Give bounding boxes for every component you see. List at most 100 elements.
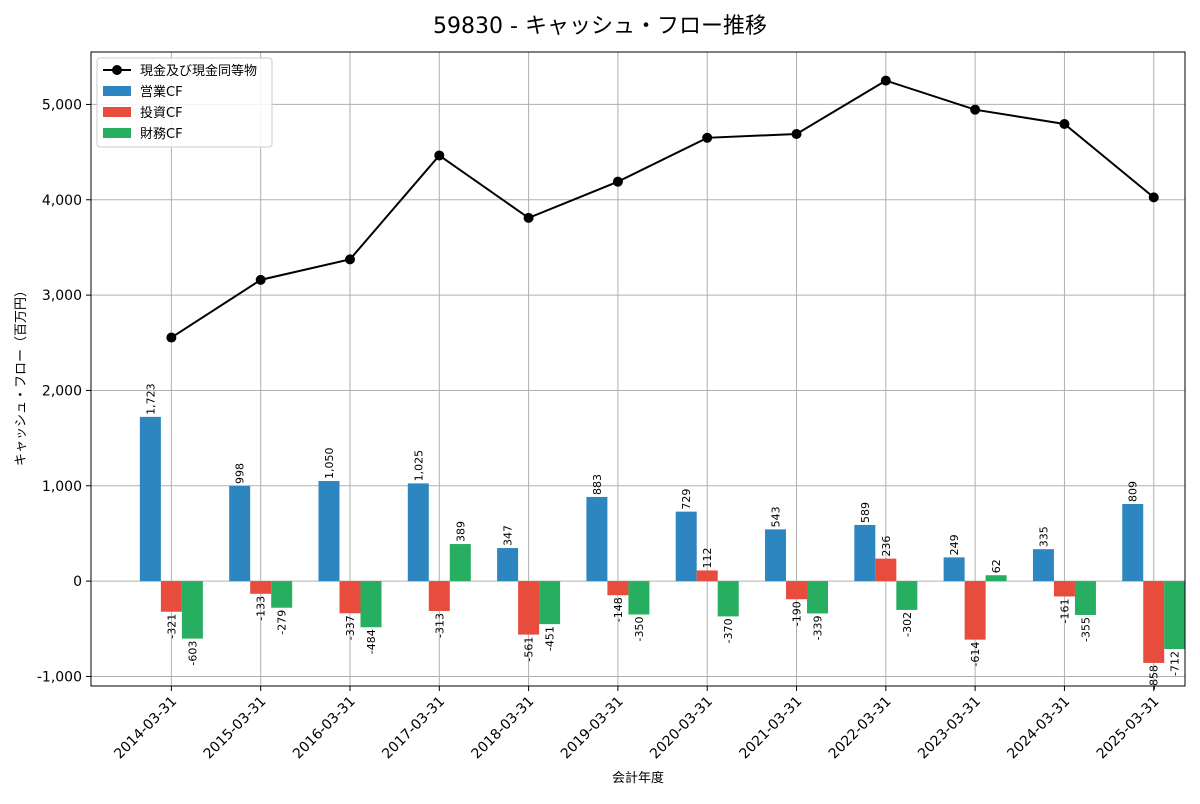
bar-data-label: 729 (680, 489, 693, 510)
bar-data-label: -484 (365, 629, 378, 654)
bar (896, 581, 918, 610)
line-marker (791, 128, 802, 139)
bar (318, 481, 340, 582)
bar (586, 496, 608, 582)
bar-data-label: -355 (1079, 617, 1092, 642)
bar-data-label: -190 (791, 601, 804, 626)
line-marker (612, 176, 623, 187)
bar-data-label: 389 (454, 521, 467, 542)
x-tick-label: 2025-03-31 (1094, 694, 1163, 763)
line-marker (702, 132, 713, 143)
bar (854, 524, 876, 582)
bar (339, 581, 361, 614)
bar-data-label: 998 (234, 463, 247, 484)
bar (875, 558, 897, 582)
x-tick-label: 2024-03-31 (1004, 694, 1073, 763)
legend-bar-swatch (103, 86, 131, 96)
bar-data-label: -712 (1169, 651, 1182, 676)
bar-data-label: -321 (165, 614, 178, 639)
x-tick-label: 2021-03-31 (736, 694, 805, 763)
bar (1032, 549, 1054, 582)
line-marker (970, 104, 981, 115)
y-tick-label: 3,000 (42, 288, 82, 304)
cash-line (170, 79, 1155, 339)
bar (139, 416, 161, 582)
grid-lines (91, 52, 1185, 686)
bar (717, 581, 739, 617)
x-tick-label: 2016-03-31 (290, 694, 359, 763)
bar-data-label: 335 (1037, 526, 1050, 547)
bar (1143, 581, 1165, 663)
bar-data-label: -302 (901, 612, 914, 637)
bar (943, 557, 965, 582)
bar (407, 483, 429, 582)
legend-bar-swatch (103, 128, 131, 138)
bar (765, 529, 787, 582)
bar (696, 570, 718, 582)
bar-data-label: 1,723 (144, 383, 157, 415)
bar (607, 581, 629, 596)
bar-data-label: -133 (255, 596, 268, 621)
y-axis: -1,000 0 1,000 2,000 3,000 4,000 5,000 (37, 97, 91, 685)
legend-label: 財務CF (140, 127, 183, 142)
line-marker (1148, 192, 1159, 203)
y-tick-label: 2,000 (42, 383, 82, 399)
bar (229, 485, 251, 582)
bar-data-label: -148 (612, 597, 625, 622)
bar-data-label: -161 (1058, 598, 1071, 623)
y-tick-label: 5,000 (42, 97, 82, 113)
y-tick-label: 1,000 (42, 479, 82, 495)
bar (271, 581, 293, 608)
legend-box (96, 57, 273, 148)
bar-data-label: -313 (433, 613, 446, 638)
bar-data-label: 1,025 (412, 450, 425, 482)
y-tick-label: 4,000 (42, 193, 82, 209)
bar (449, 544, 471, 582)
bar (250, 581, 272, 594)
bar-data-label: 112 (701, 547, 714, 568)
bar-data-label: 236 (880, 536, 893, 557)
bar (428, 581, 450, 611)
line-series (166, 75, 1159, 343)
line-marker (880, 75, 891, 86)
bar (1164, 581, 1186, 650)
line-marker (523, 212, 534, 223)
bar (539, 581, 561, 625)
bar-data-label: 589 (859, 502, 872, 523)
x-tick-label: 2023-03-31 (915, 694, 984, 763)
bar-data-label: -858 (1148, 665, 1161, 690)
legend-bar-swatch (103, 107, 131, 117)
chart-title: 59830 - キャッシュ・フロー推移 (433, 14, 767, 39)
bar-data-label: 1,050 (323, 448, 336, 480)
x-tick-label: 2020-03-31 (647, 694, 716, 763)
legend-line-marker (112, 65, 122, 75)
line-marker (1059, 118, 1070, 129)
bar-data-label: -339 (812, 615, 825, 640)
x-tick-label: 2019-03-31 (558, 694, 627, 763)
bar (497, 548, 519, 582)
x-tick-label: 2022-03-31 (826, 694, 895, 763)
bar (1122, 503, 1144, 582)
bar-data-label: -370 (722, 618, 735, 643)
legend-label: 営業CF (140, 84, 183, 100)
bar-data-label: -337 (344, 615, 357, 640)
bar-data-label: -614 (969, 642, 982, 667)
bar (1074, 581, 1096, 615)
x-tick-label: 2015-03-31 (201, 694, 270, 763)
y-tick-label: -1,000 (37, 669, 82, 685)
bar (160, 581, 182, 612)
bar (518, 581, 540, 635)
bar (675, 511, 697, 582)
bar (985, 575, 1007, 582)
x-tick-label: 2017-03-31 (379, 694, 448, 763)
bar-data-label: 809 (1127, 481, 1140, 502)
bar-data-label: -451 (544, 626, 557, 651)
y-axis-title: キャッシュ・フロー（百万円） (14, 284, 29, 466)
bar-series (139, 416, 1186, 663)
bar-data-label: 249 (948, 534, 961, 555)
legend-label: 現金及び現金同等物 (140, 63, 257, 79)
x-axis: 2014-03-31 2015-03-31 2016-03-31 2017-03-31… (111, 686, 1163, 763)
